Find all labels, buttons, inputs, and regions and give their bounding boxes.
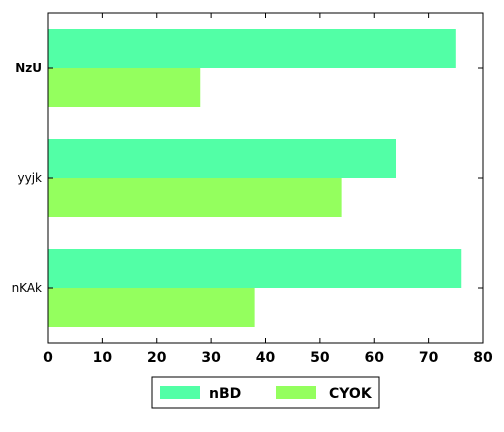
x-tick-label: 0 [43,350,53,366]
x-tick-label: 60 [365,350,385,366]
y-tick-label: NzU [15,61,42,75]
x-tick-label: 40 [256,350,276,366]
y-axis-ticks: NzU yyjk nKAk [12,61,483,295]
bar-CYOK-yyjk [48,178,342,217]
x-tick-label: 50 [310,350,330,366]
x-tick-label: 30 [201,350,221,366]
legend: nBD CYOK [151,376,380,409]
bar-CYOK-NzU [48,68,201,107]
legend-label-nBD: nBD [209,386,241,402]
y-tick-label: nKAk [12,281,42,295]
y-tick-label: yyjk [18,171,43,185]
legend-swatch-CYOK [276,386,316,399]
x-axis-ticks: 0 10 20 30 40 50 60 70 80 [43,13,493,366]
x-tick-label: 70 [419,350,439,366]
bar-nBD-NzU [48,29,456,68]
x-tick-label: 80 [473,350,493,366]
bars-group [48,29,462,327]
x-tick-label: 10 [93,350,113,366]
bar-CYOK-nKAk [48,288,255,327]
bar-nBD-yyjk [48,139,396,178]
x-tick-label: 20 [147,350,167,366]
legend-label-CYOK: CYOK [329,386,373,402]
bar-nBD-nKAk [48,249,462,288]
legend-swatch-nBD [160,386,200,399]
